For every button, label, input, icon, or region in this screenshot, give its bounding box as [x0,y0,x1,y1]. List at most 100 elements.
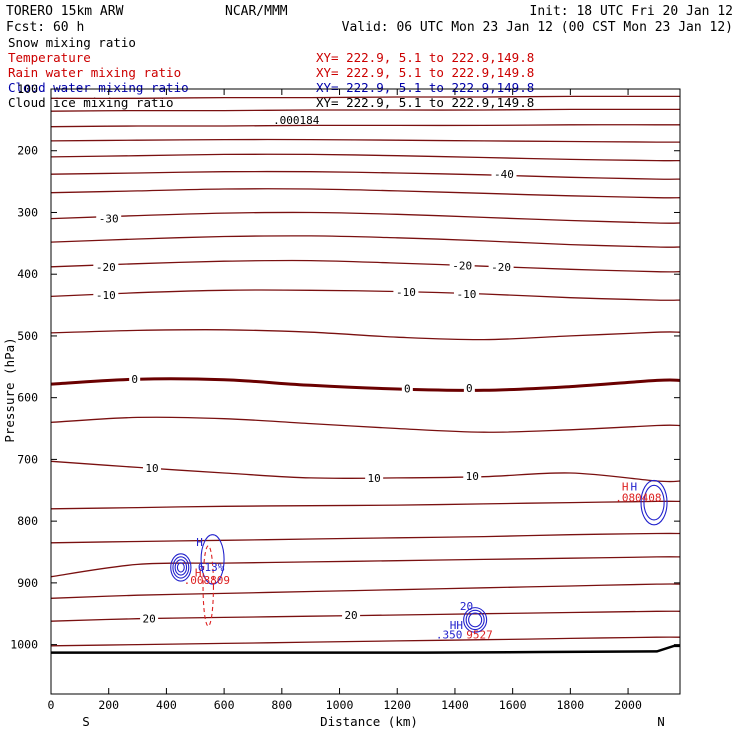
cloud-water-contour [172,556,190,579]
contour-label: -20 [96,261,116,274]
x-axis-label: Distance (km) [320,714,418,729]
feature-annotation: HH [450,619,463,632]
y-tick-label: 500 [17,329,38,343]
isotherm-line [51,108,680,112]
isotherm-line [51,170,680,180]
y-tick-label: 900 [17,576,38,590]
y-axis-label: Pressure (hPa) [2,337,17,442]
contour-label: -20 [491,261,511,274]
x-tick-label: 600 [214,698,235,712]
y-tick-label: 600 [17,391,38,405]
isotherm-line [51,416,680,433]
x-tick-label: 1800 [557,698,585,712]
isotherm-line [51,124,680,128]
x-tick-label: 1600 [499,698,527,712]
isotherm-line [51,138,680,143]
legend-label-snow: Snow mixing ratio [8,35,136,50]
init-time: Init: 18 UTC Fri 20 Jan 12 [530,4,734,19]
contour-label-bg [393,286,419,299]
x-tick-label: 800 [271,698,292,712]
isotherm-layer [51,95,680,654]
contour-label-bg [491,168,517,181]
x-tick-label: 2000 [614,698,642,712]
contour-label: -40 [494,168,514,181]
rain-water-contour [202,545,215,627]
contour-label-bg [129,373,141,386]
x-tick-label: 200 [98,698,119,712]
contour-label-bg [365,471,384,484]
model-title: TORERO 15km ARW [6,4,124,19]
isotherm-line [51,329,680,341]
y-tick-label: 300 [17,205,38,219]
contour-label-bg [93,289,119,302]
contour-label: 10 [368,472,381,485]
plot-frame [50,88,681,695]
contour-label-bg [96,212,122,225]
contour-label: -20 [452,260,472,273]
feature-layer [170,479,668,633]
isotherm-line [51,289,680,301]
contour-label: 10 [466,470,479,483]
contour-label-bg [401,382,413,395]
feature-annotation: 20 [460,600,473,613]
contour-label: -10 [457,288,477,301]
feature-annotation: .000184 [273,114,320,127]
y-tick-label: 800 [17,514,38,528]
isotherm-line [51,532,680,544]
center-title: NCAR/MMM [225,4,288,19]
isotherm-line [51,235,680,248]
legend-label-rain: Rain water mixing ratio [8,65,181,80]
isotherm-line [51,153,680,162]
contour-label: 20 [142,613,155,626]
cloud-water-contour [170,553,192,582]
x-tick-label: 1200 [383,698,411,712]
left-end-label: S [82,714,90,729]
legend-xy-temperature: XY= 222.9, 5.1 to 222.9,149.8 [316,50,534,65]
cloud-water-contour [463,607,488,633]
y-tick-label: 400 [17,267,38,281]
legend-xy-cloud-water: XY= 222.9, 5.1 to 222.9,149.8 [316,80,534,95]
isotherm-line [51,259,680,273]
forecast-hour: Fcst: 60 h [6,20,84,35]
isotherm-line [51,211,680,224]
isotherm-line [51,610,680,622]
legend-xy-cloud-ice: XY= 222.9, 5.1 to 222.9,149.8 [316,95,534,110]
contour-label: 0 [404,382,411,395]
feature-annotation: H [196,536,203,549]
x-tick-label: 1000 [326,698,354,712]
isotherm-line [51,95,680,99]
isotherm-line [51,636,680,647]
valid-time: Valid: 06 UTC Mon 23 Jan 12 (00 CST Mon … [342,20,733,35]
contour-label-bg [140,612,159,625]
contour-label: 10 [145,462,158,475]
feature-annotation: H [622,480,629,493]
feature-annotation: 9527 [466,628,493,641]
cloud-water-contour [468,612,483,628]
contour-label: 0 [466,382,473,395]
x-tick-label: 400 [156,698,177,712]
x-tick-label: 0 [48,698,55,712]
contour-label: 20 [344,609,357,622]
label-layer: -40 -30 -20 -20 -20 -10 -10 -10 0 0 0 10 10 10 20 20 .00… [93,114,662,641]
cloud-water-contour [465,609,485,631]
isotherm-line [51,556,680,578]
contour-label-bg [488,260,514,273]
feature-annotation: H [631,480,638,493]
y-tick-label: 100 [17,82,38,96]
y-tick-label: 1000 [10,638,38,652]
isotherm-line [51,500,680,510]
contour-label: -30 [99,213,119,226]
contour-label: -10 [396,286,416,299]
terrain-line [51,644,680,654]
feature-annotation: 613% [198,561,225,574]
contour-label: 0 [131,373,138,386]
contour-label-bg [453,287,479,300]
contour-label-bg [93,260,119,273]
contour-label-bg [142,462,161,475]
y-tick-label: 200 [17,144,38,158]
feature-annotation: .008809 [184,574,230,587]
right-end-label: N [657,714,665,729]
legend-label-temperature: Temperature [8,50,91,65]
legend-label-cloud-water: Cloud water mixing ratio [8,80,189,95]
cloud-water-contour [200,534,225,585]
